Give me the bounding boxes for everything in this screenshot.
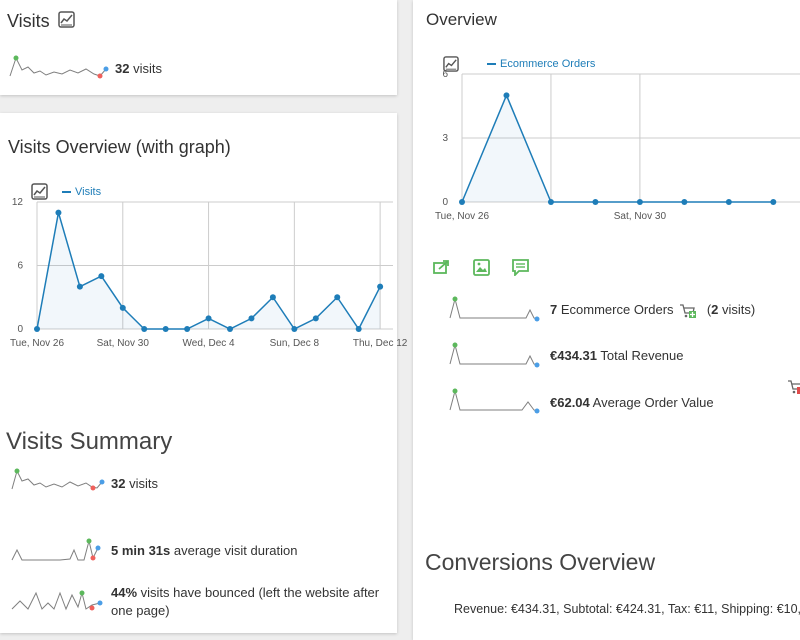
ecommerce-orders-chart: 0 3 6 Tue, Nov 26 Sat, Nov 30 bbox=[435, 69, 800, 222]
data-point bbox=[119, 304, 126, 311]
data-point bbox=[547, 199, 554, 205]
cart-remove-icon bbox=[788, 380, 800, 394]
ecommerce-orders-sparkline bbox=[449, 296, 540, 322]
ecommerce-orders-metric: 7 Ecommerce Orders (2 visits) bbox=[550, 302, 755, 319]
data-point bbox=[459, 199, 465, 205]
y-tick-label: 12 bbox=[12, 197, 24, 208]
y-tick-label: 0 bbox=[442, 197, 448, 208]
visits-metric: 32 visits bbox=[115, 61, 162, 76]
total-revenue-sparkline bbox=[449, 342, 540, 368]
y-tick-label: 0 bbox=[17, 324, 23, 335]
bounce-rate-metric: 44% visits have bounced (left the websit… bbox=[111, 584, 391, 620]
ecommerce-orders-label: Ecommerce Orders bbox=[560, 302, 674, 317]
summary-visits-sparkline bbox=[11, 468, 105, 491]
series-line bbox=[461, 93, 774, 203]
data-point bbox=[227, 326, 234, 332]
cart-add-icon bbox=[680, 303, 697, 318]
ecommerce-visits-open: ( bbox=[706, 302, 712, 317]
data-point bbox=[141, 326, 148, 332]
x-tick-label: Wed, Dec 4 bbox=[183, 338, 235, 349]
legend-visits-label: Visits bbox=[75, 186, 102, 198]
avg-order-value-metric: €62.04 Average Order Value bbox=[550, 395, 714, 410]
legend-line-marker bbox=[62, 191, 71, 194]
series-area bbox=[462, 95, 774, 202]
visits-summary-title: Visits Summary bbox=[6, 428, 173, 455]
bounce-rate-value: 44% bbox=[111, 585, 138, 600]
data-point bbox=[55, 209, 62, 216]
data-point bbox=[269, 294, 276, 301]
evolution-graph-icon[interactable] bbox=[58, 11, 75, 28]
x-tick-label: Thu, Dec 12 bbox=[353, 338, 408, 349]
total-revenue-metric: €434.31 Total Revenue bbox=[550, 348, 684, 363]
annotation-icon[interactable] bbox=[512, 259, 529, 276]
data-point bbox=[334, 294, 341, 301]
data-point bbox=[503, 92, 510, 99]
total-revenue-value: €434.31 bbox=[550, 348, 597, 363]
visits-overview-card: Visits Overview (with graph) Visits Visi… bbox=[0, 113, 397, 633]
data-point bbox=[377, 283, 384, 290]
visits-label: visits bbox=[133, 61, 162, 76]
x-tick-label: Tue, Nov 26 bbox=[435, 211, 490, 222]
avg-duration-label: average visit duration bbox=[173, 543, 298, 558]
bounce-rate-sparkline bbox=[11, 590, 103, 611]
total-revenue-label: Total Revenue bbox=[600, 348, 684, 363]
legend-ecommerce-label: Ecommerce Orders bbox=[500, 58, 596, 70]
x-tick-label: Tue, Nov 26 bbox=[10, 338, 65, 349]
data-point bbox=[98, 273, 105, 280]
avg-duration-metric: 5 min 31s average visit duration bbox=[111, 543, 297, 558]
ecommerce-orders-value: 7 bbox=[550, 302, 558, 317]
avg-order-value-label: Average Order Value bbox=[592, 395, 714, 410]
data-point bbox=[76, 283, 83, 290]
x-tick-label: Sat, Nov 30 bbox=[97, 338, 150, 349]
data-point bbox=[636, 199, 643, 205]
visits-overview-chart: 0 6 12 Tue, Nov 26 Sat, Nov 30 Wed, Dec 4 Sun,… bbox=[10, 197, 408, 349]
y-tick-label: 6 bbox=[442, 69, 448, 80]
data-point bbox=[725, 199, 732, 205]
summary-visits-value: 32 bbox=[111, 476, 126, 491]
data-point bbox=[34, 326, 40, 332]
avg-duration-value: 5 min 31s bbox=[111, 543, 171, 558]
visits-sparkline bbox=[9, 55, 109, 79]
summary-visits-label: visits bbox=[129, 476, 158, 491]
chart-type-icon[interactable] bbox=[31, 183, 48, 200]
export-icon[interactable] bbox=[433, 259, 451, 275]
bounce-rate-label: visits have bounced (left the website af… bbox=[111, 585, 380, 618]
data-point bbox=[312, 315, 319, 322]
image-export-icon[interactable] bbox=[473, 259, 490, 276]
data-point bbox=[355, 326, 362, 332]
data-point bbox=[291, 326, 298, 332]
y-tick-label: 6 bbox=[17, 261, 23, 272]
legend-line-marker bbox=[487, 63, 496, 66]
y-tick-label: 3 bbox=[442, 133, 448, 144]
ecommerce-visits-value: 2 bbox=[711, 302, 719, 317]
avg-order-value-sparkline bbox=[449, 388, 540, 414]
visits-title: Visits bbox=[7, 11, 50, 31]
avg-order-value-value: €62.04 bbox=[550, 395, 590, 410]
data-point bbox=[770, 199, 777, 205]
series-area bbox=[37, 212, 381, 329]
overview-chart-type-icon[interactable] bbox=[443, 56, 459, 72]
overview-card: Overview Ecommerce Orders 7 Ecommerce Or… bbox=[413, 0, 800, 640]
avg-duration-sparkline bbox=[11, 538, 101, 561]
x-tick-label: Sun, Dec 8 bbox=[270, 338, 320, 349]
conversions-summary-text: Revenue: €434.31, Subtotal: €424.31, Tax… bbox=[454, 602, 800, 616]
overview-title: Overview bbox=[426, 10, 497, 29]
visits-card: Visits 32 visits bbox=[0, 0, 397, 95]
visits-value: 32 bbox=[115, 61, 130, 76]
ecommerce-visits-label: visits) bbox=[722, 302, 756, 317]
data-point bbox=[592, 199, 599, 205]
summary-visits-metric: 32 visits bbox=[111, 476, 158, 491]
conversions-overview-title: Conversions Overview bbox=[425, 549, 656, 575]
data-point bbox=[162, 326, 169, 332]
x-tick-label: Sat, Nov 30 bbox=[614, 211, 667, 222]
visits-overview-title: Visits Overview (with graph) bbox=[8, 137, 231, 157]
data-point bbox=[184, 326, 191, 332]
ecommerce-orders-legend[interactable]: Ecommerce Orders bbox=[487, 58, 595, 70]
data-point bbox=[681, 199, 688, 205]
data-point bbox=[205, 315, 212, 322]
visits-legend[interactable]: Visits bbox=[62, 186, 101, 198]
data-point bbox=[248, 315, 255, 322]
